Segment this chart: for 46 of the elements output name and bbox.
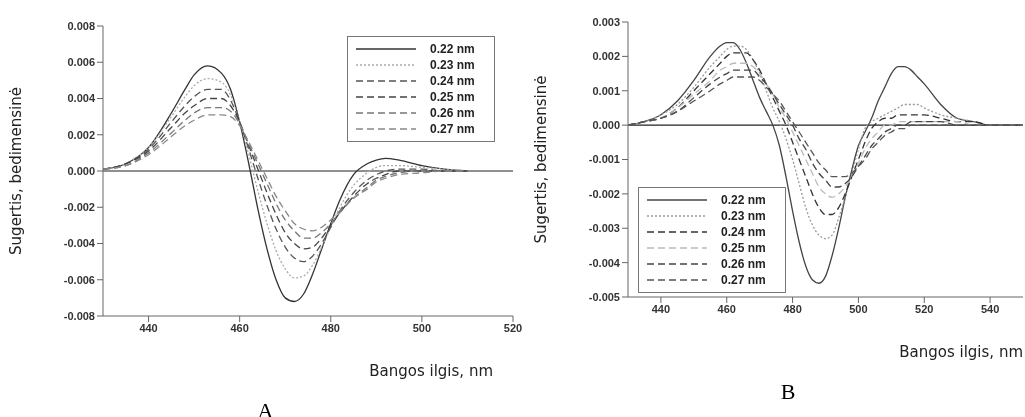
- y-tick-label: -0.004: [588, 256, 621, 269]
- y-tick-label: -0.002: [63, 201, 95, 214]
- y-tick-label: -0.001: [588, 153, 620, 166]
- x-tick-label: 440: [139, 321, 158, 334]
- x-tick-label: 460: [230, 321, 249, 334]
- x-tick-label: 480: [321, 321, 340, 334]
- legend-label: 0.22 nm: [430, 42, 475, 56]
- y-axis-title: Sugertis, bedimensinė: [7, 87, 26, 255]
- y-tick-label: 0.006: [67, 56, 95, 69]
- y-tick-label: -0.002: [588, 187, 620, 200]
- legend-label: 0.22 nm: [721, 193, 766, 207]
- x-tick-label: 440: [651, 302, 671, 315]
- x-axis-title: Bangos ilgis, nm: [899, 343, 1023, 361]
- y-tick-label: 0.000: [592, 119, 620, 132]
- y-tick-label: -0.004: [63, 237, 96, 250]
- y-tick-label: -0.006: [63, 273, 95, 286]
- legend-label: 0.27 nm: [721, 273, 766, 287]
- x-axis-title: Bangos ilgis, nm: [369, 362, 493, 380]
- y-tick-label: 0.004: [67, 92, 96, 105]
- x-tick-label: 500: [412, 321, 432, 334]
- y-tick-label: 0.003: [592, 15, 620, 28]
- y-tick-label: -0.008: [63, 309, 95, 322]
- legend-label: 0.27 nm: [430, 122, 475, 136]
- x-tick-label: 460: [717, 302, 736, 315]
- x-tick-label: 540: [980, 302, 1000, 315]
- text: B: [779, 379, 797, 405]
- legend-label: 0.26 nm: [430, 106, 475, 120]
- legend-label: 0.24 nm: [721, 225, 766, 239]
- y-tick-label: 0.001: [592, 84, 620, 97]
- x-tick-label: 520: [503, 321, 523, 334]
- legend-label: 0.24 nm: [430, 74, 475, 88]
- y-tick-label: 0.000: [67, 164, 95, 177]
- y-tick-label: 0.002: [67, 128, 95, 141]
- y-tick-label: 0.008: [67, 19, 95, 32]
- x-tick-label: 520: [915, 302, 934, 315]
- legend-label: 0.25 nm: [721, 241, 766, 255]
- legend-label: 0.23 nm: [721, 209, 766, 223]
- y-tick-label: -0.005: [588, 290, 620, 303]
- y-tick-label: -0.003: [588, 222, 620, 235]
- legend-label: 0.25 nm: [430, 90, 475, 104]
- legend-label: 0.26 nm: [721, 257, 766, 271]
- legend-label: 0.23 nm: [430, 58, 475, 72]
- x-tick-label: 500: [849, 302, 868, 315]
- x-tick-label: 480: [783, 302, 802, 315]
- y-axis-title: Sugertis, bedimensinė: [532, 75, 551, 244]
- y-tick-label: 0.002: [592, 50, 620, 63]
